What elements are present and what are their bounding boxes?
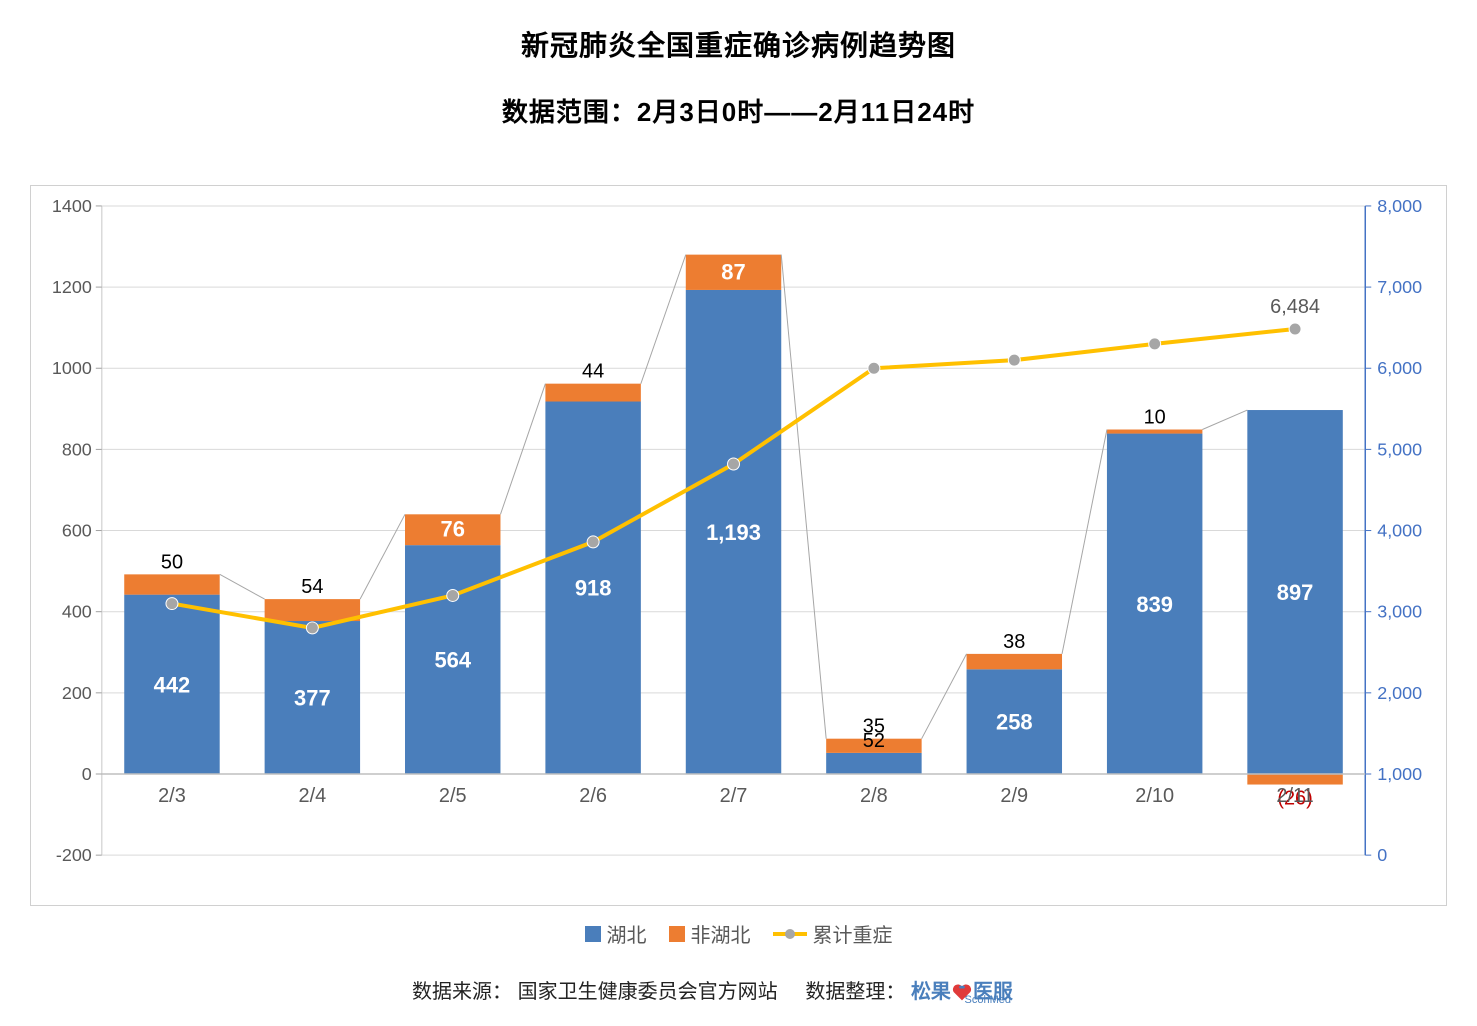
svg-text:2,000: 2,000 (1377, 683, 1422, 703)
org-prefix: 数据整理： (805, 981, 905, 1003)
bar-label-hubei: 839 (1136, 592, 1173, 617)
category-label: 2/9 (1000, 785, 1028, 807)
legend-swatch (585, 926, 601, 942)
legend-label: 非湖北 (691, 919, 751, 948)
bar-label-nonhubei: 35 (863, 716, 885, 738)
bar-label-hubei: 377 (294, 685, 331, 710)
category-label: 2/7 (720, 785, 748, 807)
chart-subtitle: 数据范围：2月3日0时——2月11日24时 (0, 92, 1477, 129)
line-marker (447, 589, 459, 601)
legend-item: 累计重症 (773, 919, 893, 948)
line-marker (1149, 338, 1161, 350)
line-end-label: 6,484 (1270, 296, 1320, 318)
svg-text:4,000: 4,000 (1377, 521, 1422, 541)
category-label: 2/3 (158, 785, 186, 807)
bar-label-nonhubei: 50 (161, 551, 183, 573)
bar-label-hubei: 442 (154, 672, 191, 697)
bar-nonhubei (545, 384, 640, 402)
bar-label-hubei: 258 (996, 710, 1033, 735)
svg-text:1,000: 1,000 (1377, 764, 1422, 784)
line-marker (728, 458, 740, 470)
bar-nonhubei (265, 599, 360, 621)
line-marker (587, 536, 599, 548)
svg-text:0: 0 (82, 764, 92, 784)
source-text: 国家卫生健康委员会官方网站 (518, 981, 778, 1003)
bar-label-hubei: 918 (575, 576, 612, 601)
source-prefix: 数据来源： (412, 981, 512, 1003)
category-label: 2/6 (579, 785, 607, 807)
line-marker (166, 598, 178, 610)
category-label: 2/8 (860, 785, 888, 807)
category-label: 2/11 (1276, 785, 1313, 807)
category-label: 2/10 (1135, 785, 1174, 807)
bar-label-nonhubei: 38 (1003, 631, 1025, 653)
svg-text:-200: -200 (56, 845, 92, 865)
legend-label: 累计重症 (813, 919, 893, 948)
svg-text:400: 400 (62, 602, 92, 622)
legend-item: 非湖北 (669, 919, 751, 948)
svg-text:600: 600 (62, 521, 92, 541)
category-label: 2/5 (439, 785, 467, 807)
chart-svg: -200 0 200 400 600 800 1000 1200 1400 0 1,000 2,000… (31, 186, 1446, 905)
svg-text:5,000: 5,000 (1377, 439, 1422, 459)
bar-nonhubei (124, 574, 219, 594)
bar-label-nonhubei: 76 (441, 517, 465, 542)
bar-label-nonhubei: 10 (1144, 407, 1166, 429)
svg-text:6,000: 6,000 (1377, 358, 1422, 378)
bar-nonhubei (967, 654, 1062, 669)
line-marker (306, 622, 318, 634)
svg-text:8,000: 8,000 (1377, 196, 1422, 216)
svg-text:1200: 1200 (52, 277, 92, 297)
logo-subtext: ScohMed (965, 994, 1011, 1006)
svg-text:0: 0 (1377, 845, 1387, 865)
bar-label-nonhubei: 54 (301, 576, 323, 598)
logo-text-1: 松果 (911, 981, 951, 1003)
line-marker (868, 362, 880, 374)
bar-label-nonhubei: 44 (582, 361, 604, 383)
svg-text:200: 200 (62, 683, 92, 703)
legend-item: 湖北 (585, 919, 647, 948)
legend-line-swatch (773, 927, 807, 941)
legend-swatch (669, 926, 685, 942)
line-marker (1008, 354, 1020, 366)
svg-text:1000: 1000 (52, 358, 92, 378)
footer-source: 数据来源： 国家卫生健康委员会官方网站 数据整理： 松果医服 ScohMed (0, 975, 1477, 1004)
bar-nonhubei-neg (1247, 774, 1342, 785)
bar-label-hubei: 897 (1277, 580, 1314, 605)
legend-label: 湖北 (607, 919, 647, 948)
bar-hubei (826, 753, 921, 774)
bar-label-nonhubei: 87 (721, 259, 745, 284)
svg-text:3,000: 3,000 (1377, 602, 1422, 622)
category-label: 2/4 (298, 785, 326, 807)
svg-text:800: 800 (62, 439, 92, 459)
svg-text:7,000: 7,000 (1377, 277, 1422, 297)
svg-text:1400: 1400 (52, 196, 92, 216)
chart-title: 新冠肺炎全国重症确诊病例趋势图 (0, 24, 1477, 64)
bar-label-hubei: 564 (434, 648, 471, 673)
line-marker (1289, 323, 1301, 335)
legend: 湖北 非湖北 累计重症 (0, 919, 1477, 948)
bar-label-hubei: 1,193 (706, 520, 761, 545)
bar-nonhubei (1107, 430, 1202, 434)
chart-area: -200 0 200 400 600 800 1000 1200 1400 0 1,000 2,000… (30, 185, 1447, 906)
